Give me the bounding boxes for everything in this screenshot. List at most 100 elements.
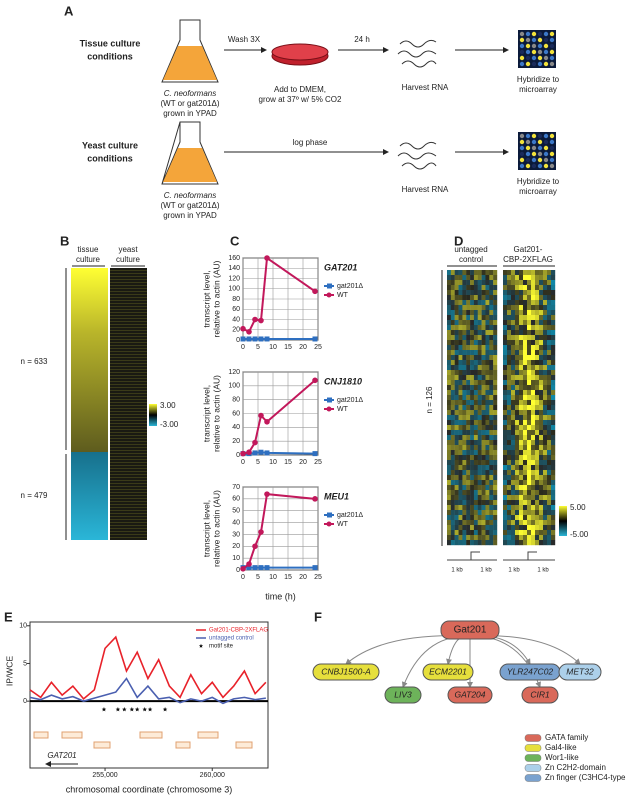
heatmap-cell	[493, 385, 498, 391]
array-spot	[537, 43, 543, 49]
heatmap-cell	[519, 385, 524, 391]
heatmap-cell	[503, 385, 508, 391]
marker	[264, 419, 270, 425]
colorbar	[149, 404, 157, 426]
heatmap-cell	[485, 290, 490, 296]
heatmap-cell	[462, 450, 467, 456]
heatmap-cell	[462, 390, 467, 396]
heatmap-cell	[547, 405, 552, 411]
heatmap-cell	[477, 485, 482, 491]
heatmap-cell	[543, 320, 548, 326]
heatmap-cell	[489, 375, 494, 381]
heatmap-cell	[527, 325, 532, 331]
heatmap-cell	[551, 525, 556, 531]
heatmap-cell	[447, 440, 452, 446]
heatmap-cell	[527, 340, 532, 346]
heatmap-cell	[481, 355, 486, 361]
heatmap-cell	[519, 380, 524, 386]
heatmap-cell	[473, 415, 478, 421]
heatmap-cell	[511, 540, 516, 546]
heatmap-cell	[477, 420, 482, 426]
heatmap-cell	[458, 440, 463, 446]
heatmap-cell	[539, 380, 544, 386]
heatmap-cell	[473, 280, 478, 286]
heatmap-cell	[527, 525, 532, 531]
heatmap-cell	[503, 510, 508, 516]
heatmap-cell	[543, 495, 548, 501]
heatmap-cell	[523, 505, 528, 511]
step-label: log phase	[293, 138, 328, 147]
heatmap-cell	[485, 360, 490, 366]
heatmap-cell	[543, 450, 548, 456]
heatmap-cell	[539, 280, 544, 286]
heatmap-cell	[511, 370, 516, 376]
heatmap-cell	[503, 395, 508, 401]
scale-label: 1 kb	[537, 568, 549, 574]
heatmap-cell	[450, 340, 455, 346]
heatmap-cell	[447, 525, 452, 531]
y-tick-label: 60	[232, 410, 240, 417]
heatmap-cell	[519, 415, 524, 421]
heatmap-cell	[481, 435, 486, 441]
heatmap-cell	[547, 270, 552, 276]
heatmap-cell	[507, 320, 512, 326]
heatmap-cell	[447, 475, 452, 481]
heatmap-cell	[493, 490, 498, 496]
gene-node-label: LIV3	[394, 689, 412, 699]
heatmap-cell	[473, 535, 478, 541]
gene-node	[384, 686, 422, 704]
y-tick-label: 100	[228, 286, 240, 293]
heatmap-cell	[535, 350, 540, 356]
column-header: Gat201-	[514, 245, 543, 254]
heatmap-cell	[507, 465, 512, 471]
heatmap-cell	[489, 510, 494, 516]
heatmap-cell	[462, 520, 467, 526]
marker	[240, 450, 246, 457]
array-spot	[531, 61, 537, 67]
legend-label: gat201Δ	[337, 512, 363, 519]
heatmap-cell	[450, 490, 455, 496]
heatmap-cell	[462, 355, 467, 361]
heatmap-cell	[539, 305, 544, 311]
heatmap-cell	[535, 490, 540, 496]
heatmap-cell	[470, 415, 475, 421]
heatmap-cell	[523, 355, 528, 361]
heatmap-cell	[531, 500, 536, 506]
heatmap-cell	[447, 490, 452, 496]
heatmap-cell	[551, 345, 556, 351]
heatmap-cell	[531, 415, 536, 421]
array-spot	[525, 163, 531, 169]
heatmap-cell	[539, 530, 544, 536]
heatmap-cell	[473, 300, 478, 306]
heatmap-cell	[485, 530, 490, 536]
heatmap-cell	[503, 420, 508, 426]
marker	[252, 565, 258, 571]
heatmap-cell	[477, 365, 482, 371]
heatmap-cell	[466, 470, 471, 476]
heatmap-cell	[477, 430, 482, 436]
heatmap-cell	[531, 355, 536, 361]
column-header: untagged	[454, 245, 487, 254]
heatmap-cell	[515, 495, 520, 501]
heatmap-cell	[485, 440, 490, 446]
heatmap-cell	[531, 380, 536, 386]
array-spot	[531, 157, 537, 163]
heatmap-cell	[473, 310, 478, 316]
heatmap-cell	[473, 430, 478, 436]
marker	[246, 329, 252, 335]
heatmap-cell	[547, 410, 552, 416]
heatmap-cell	[462, 445, 467, 451]
heatmap-cell	[485, 420, 490, 426]
panel-label: C	[230, 233, 240, 248]
heatmap-cell	[543, 445, 548, 451]
heatmap-cell	[466, 475, 471, 481]
heatmap-cell	[458, 335, 463, 341]
gene-schematic	[447, 551, 555, 561]
heatmap-cell	[519, 535, 524, 541]
heatmap-cell	[493, 305, 498, 311]
heatmap-cell	[539, 350, 544, 356]
heatmap-cell	[493, 435, 498, 441]
heatmap-cell	[473, 340, 478, 346]
array-spot	[525, 61, 531, 67]
heatmap-cell	[547, 355, 552, 361]
